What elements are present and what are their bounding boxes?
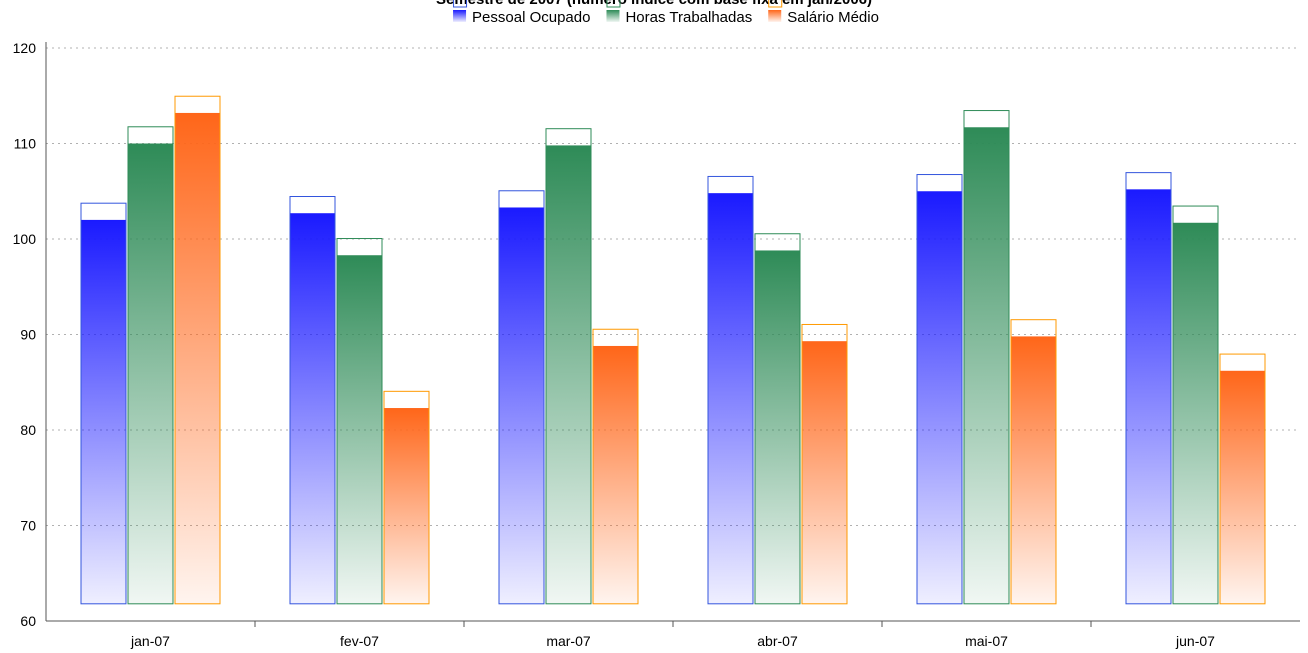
bars — [80, 95, 1266, 605]
bar — [1172, 222, 1219, 604]
bar — [592, 345, 639, 604]
bar — [916, 191, 963, 604]
y-tick-label: 90 — [20, 327, 36, 343]
bar — [801, 341, 848, 604]
bar-outline — [754, 233, 801, 605]
bar — [963, 127, 1010, 604]
x-tick-label: fev-07 — [340, 633, 379, 649]
bar — [383, 408, 430, 604]
legend-swatch-outline — [453, 0, 468, 8]
legend: Pessoal Ocupado Horas Trabalhadas Salário … — [453, 0, 879, 26]
bar — [80, 219, 127, 604]
bar-outline — [1010, 319, 1057, 605]
bar-outline — [289, 196, 336, 605]
bar-outline — [801, 323, 848, 605]
bar-outline — [498, 190, 545, 605]
x-tick-label: mar-07 — [546, 633, 591, 649]
x-tick-label: jun-07 — [1175, 633, 1215, 649]
bar — [1125, 189, 1172, 604]
y-tick-label: 70 — [20, 518, 36, 534]
legend-label: Horas Trabalhadas — [625, 9, 752, 26]
bar — [127, 143, 174, 604]
bar-outline — [174, 95, 221, 605]
legend-swatch — [453, 10, 467, 22]
bar-outline — [1172, 205, 1219, 605]
bar — [545, 145, 592, 604]
bar — [174, 112, 221, 604]
bar-outline — [383, 390, 430, 605]
y-tick-label: 100 — [13, 231, 37, 247]
bar — [289, 213, 336, 604]
bar-outline — [1125, 172, 1172, 605]
gridlines — [46, 47, 1300, 526]
bar-outline — [1219, 353, 1266, 605]
bar — [498, 207, 545, 604]
bar — [707, 193, 754, 604]
y-tick-label: 110 — [14, 136, 37, 152]
bar-outline — [336, 238, 383, 605]
legend-label: Pessoal Ocupado — [472, 9, 590, 26]
bar — [336, 255, 383, 604]
bar — [1219, 370, 1266, 604]
legend-swatch-outline — [606, 0, 621, 8]
x-tick-label: jan-07 — [130, 633, 170, 649]
bar-outline — [707, 175, 754, 605]
y-tick-label: 60 — [20, 613, 36, 629]
bar — [1010, 336, 1057, 604]
bar — [754, 250, 801, 604]
chart-title: Semestre de 2007 (número índice com base… — [0, 0, 1308, 8]
bar-outline — [592, 328, 639, 605]
x-tick-label: mai-07 — [965, 633, 1008, 649]
legend-swatch-outline — [768, 0, 783, 8]
axes: 60 70 80 90 100 110 120 jan-07 fev-07 mar-07 abr-0… — [13, 40, 1300, 649]
legend-swatch — [768, 10, 782, 22]
bar-outline — [545, 128, 592, 605]
legend-label: Salário Médio — [787, 9, 879, 26]
bar-outline — [916, 174, 963, 605]
legend-swatch — [606, 10, 620, 22]
bar-outline — [80, 202, 127, 605]
bar-outline — [963, 110, 1010, 605]
y-tick-label: 120 — [13, 40, 37, 56]
x-tick-label: abr-07 — [757, 633, 798, 649]
y-tick-label: 80 — [20, 422, 36, 438]
bar-outline — [127, 126, 174, 605]
